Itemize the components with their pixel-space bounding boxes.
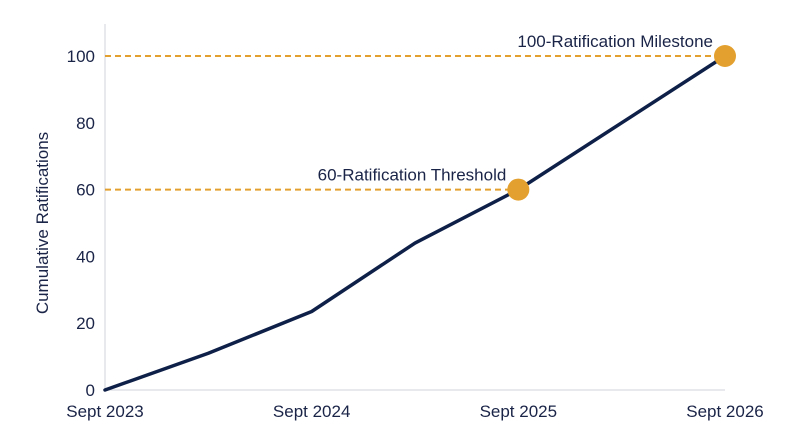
series-lines [103, 54, 727, 392]
y-axis-title: Cumulative Ratifications [33, 132, 52, 314]
annotation-labels: 60-Ratification Threshold 100-Ratificatio… [318, 32, 713, 185]
annotation-label: 60-Ratification Threshold [318, 166, 507, 185]
y-tick-label: 100 [67, 47, 95, 66]
x-tick-label: Sept 2023 [66, 402, 144, 421]
annotation-guides [105, 55, 725, 191]
annotation-label: 100-Ratification Milestone [517, 32, 713, 51]
y-tick-label: 80 [76, 114, 95, 133]
x-tick-label: Sept 2026 [686, 402, 764, 421]
y-tick-label: 20 [76, 314, 95, 333]
x-tick-label: Sept 2025 [480, 402, 558, 421]
y-tick-labels: 0 20 40 60 80 100 [67, 47, 95, 400]
chart-axes [104, 24, 725, 391]
x-tick-labels: Sept 2023 Sept 2024 Sept 2025 Sept 2026 [66, 402, 764, 421]
ratifications-line [103, 54, 727, 392]
x-tick-label: Sept 2024 [273, 402, 351, 421]
y-tick-label: 40 [76, 247, 95, 266]
annotation-markers [507, 45, 736, 201]
y-tick-label: 0 [86, 381, 95, 400]
milestone-marker [507, 178, 530, 201]
y-tick-label: 60 [76, 181, 95, 200]
milestone-marker [714, 45, 736, 67]
